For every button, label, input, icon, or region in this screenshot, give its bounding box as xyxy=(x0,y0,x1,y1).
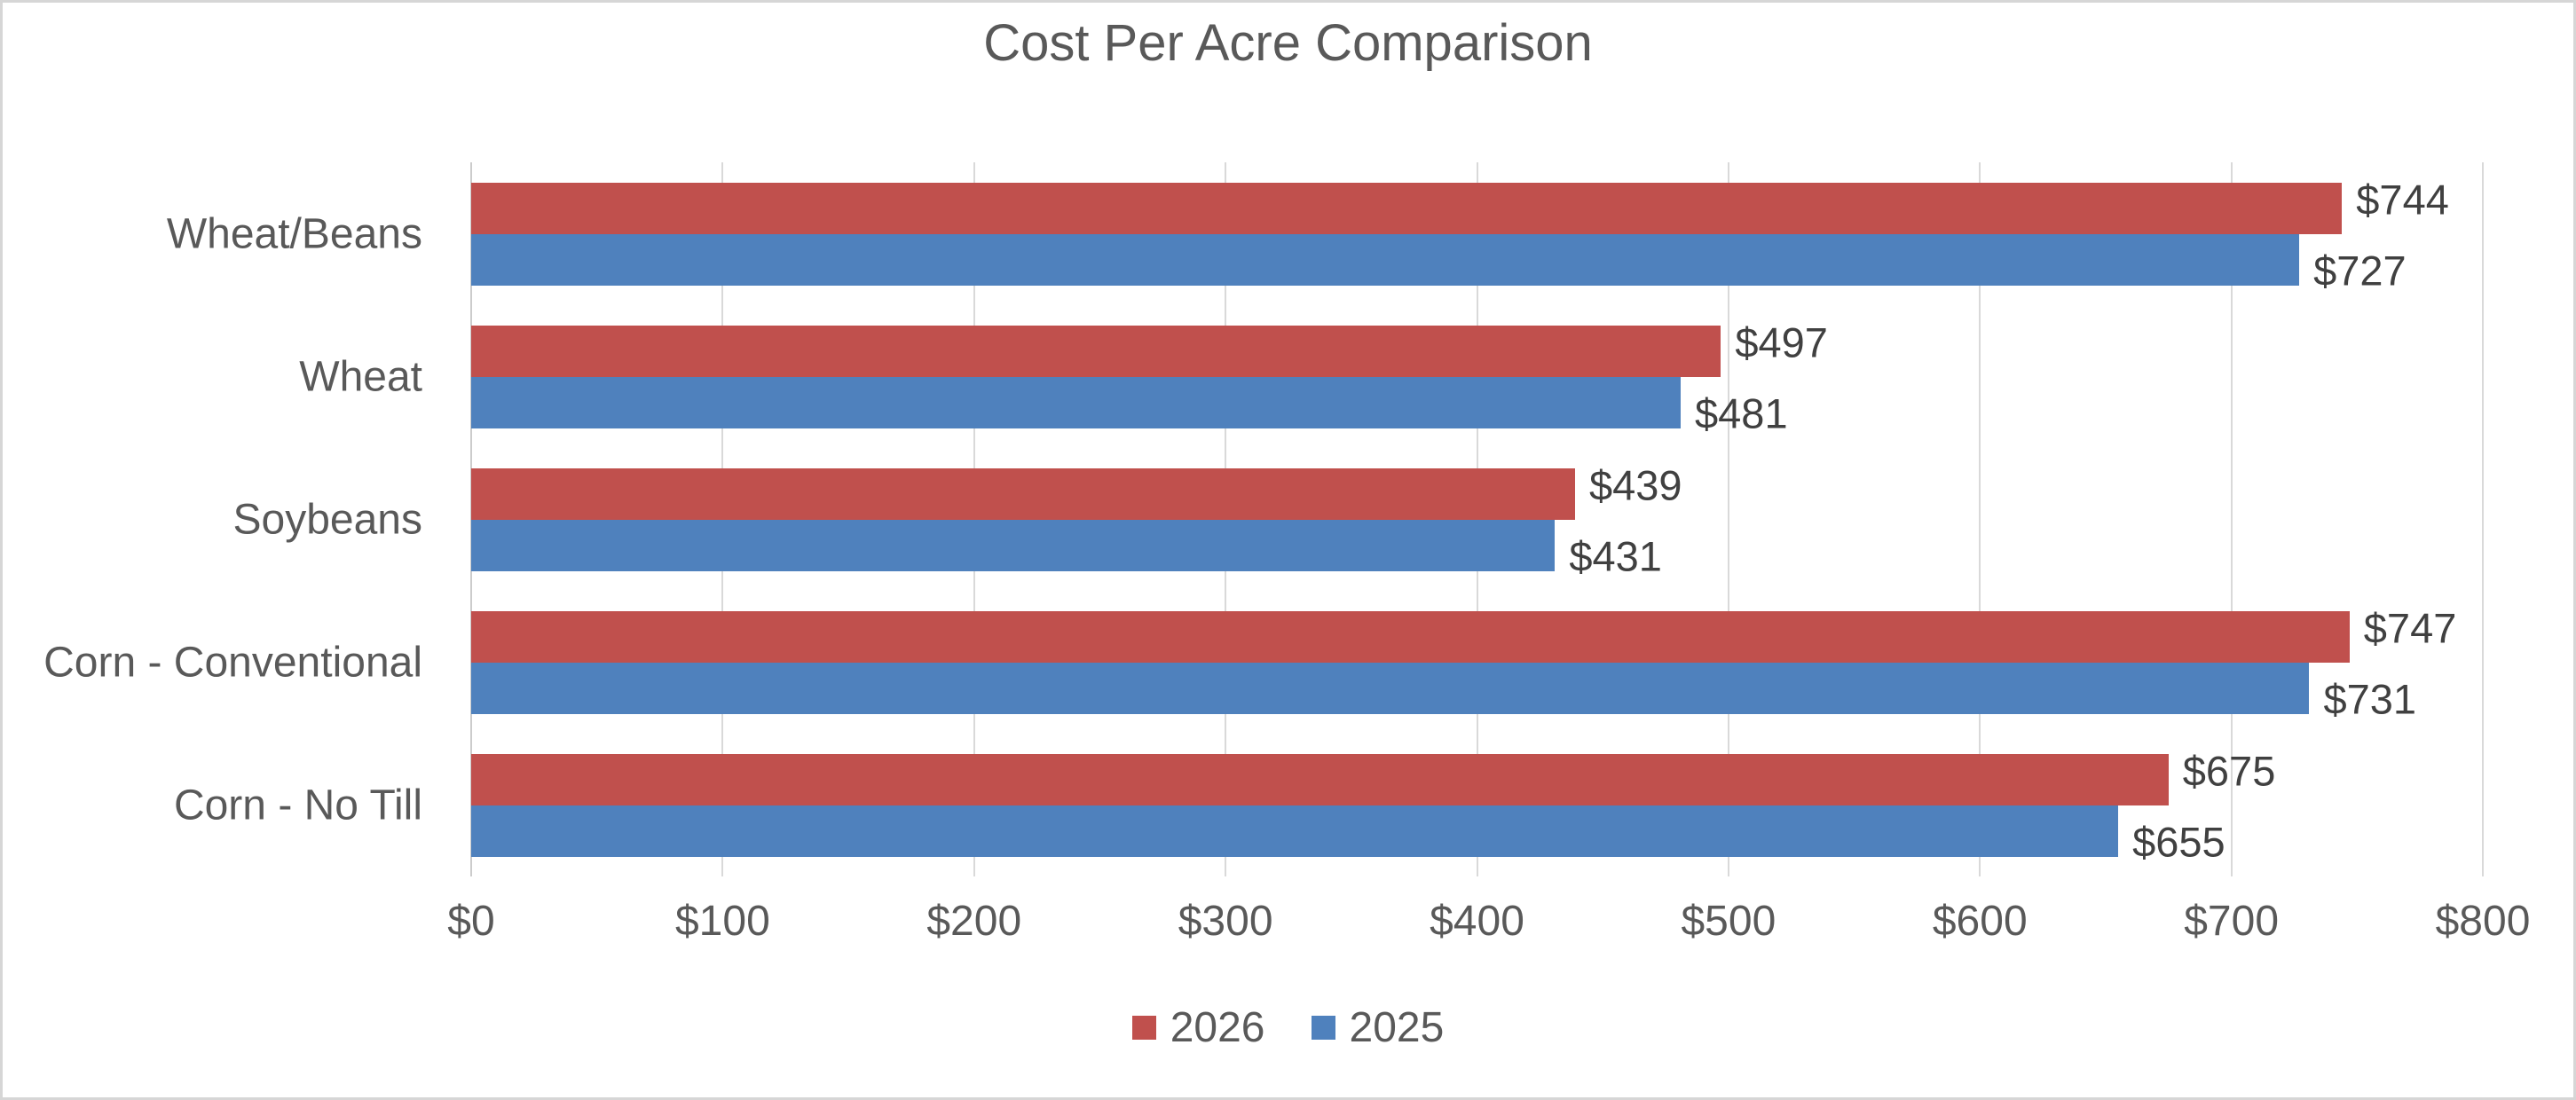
data-label: $439 xyxy=(1589,461,1682,508)
gridline xyxy=(1979,162,1981,876)
category-row: Corn - Conventional $747 $731 xyxy=(43,591,2483,734)
data-label: $655 xyxy=(2132,818,2225,865)
x-tick-label: $500 xyxy=(1681,898,1776,945)
data-label: $727 xyxy=(2313,247,2407,294)
bar-track: $731 xyxy=(471,662,2483,722)
x-tick-label: $400 xyxy=(1430,898,1524,945)
bar-track: $744 xyxy=(471,176,2483,234)
category-row: Wheat/Beans $744 $727 xyxy=(167,162,2483,305)
bar-group: $744 $727 xyxy=(471,176,2483,294)
bar-2025-corn-conventional xyxy=(471,662,2310,714)
bar-2025-wheat xyxy=(471,376,1682,428)
x-tick-label: $0 xyxy=(447,898,495,945)
bar-group: $439 $431 xyxy=(471,461,2483,579)
bar-track: $497 xyxy=(471,318,2483,377)
legend-label: 2025 xyxy=(1349,1004,1445,1051)
bar-2025-corn-no-till xyxy=(471,805,2119,857)
bar-track: $481 xyxy=(471,376,2483,436)
category-label: Wheat xyxy=(299,353,422,400)
bar-group: $675 $655 xyxy=(471,747,2483,865)
bar-group: $497 $481 xyxy=(471,318,2483,436)
x-tick-label: $300 xyxy=(1178,898,1273,945)
bar-group: $747 $731 xyxy=(471,604,2483,722)
x-tick-label: $200 xyxy=(926,898,1022,945)
bar-track: $747 xyxy=(471,604,2483,663)
value-axis: $0 $100 $200 $300 $400 $500 $600 $700 $800 xyxy=(447,897,2530,959)
bar-rows: Wheat/Beans $744 $727 Wheat $497 $481 Soybeans… xyxy=(43,162,2483,876)
bar-track: $675 xyxy=(471,747,2483,805)
x-tick-label: $700 xyxy=(2184,898,2280,945)
data-label: $481 xyxy=(1695,389,1788,436)
bar-track: $439 xyxy=(471,461,2483,520)
data-label: $747 xyxy=(2363,604,2457,651)
category-row: Wheat $497 $481 xyxy=(299,305,2483,448)
plot-area: Wheat/Beans $744 $727 Wheat $497 $481 Soybeans… xyxy=(43,162,2484,876)
data-label: $497 xyxy=(1735,318,1828,365)
bar-2025-wheat-beans xyxy=(471,233,2300,286)
bar-track: $655 xyxy=(471,805,2483,865)
data-label: $731 xyxy=(2323,675,2417,722)
data-label: $744 xyxy=(2356,176,2449,223)
x-tick-label: $600 xyxy=(1932,898,2028,945)
x-tick-label: $800 xyxy=(2435,898,2531,945)
data-label: $431 xyxy=(1569,532,1662,579)
gridline xyxy=(1727,162,1729,876)
legend: 2026 2025 xyxy=(3,1003,2573,1052)
legend-swatch-icon xyxy=(1131,1016,1156,1040)
bar-2026-wheat-beans xyxy=(471,182,2343,234)
legend-label: 2026 xyxy=(1170,1004,1265,1051)
category-row: Corn - No Till $675 $655 xyxy=(174,734,2483,876)
category-label: Soybeans xyxy=(232,496,423,543)
bar-2026-corn-no-till xyxy=(471,753,2169,805)
chart-title: Cost Per Acre Comparison xyxy=(983,14,1593,72)
legend-item-2026: 2026 xyxy=(1131,1003,1265,1052)
bar-track: $431 xyxy=(471,519,2483,579)
category-label: Corn - Conventional xyxy=(43,639,422,686)
bar-2025-soybeans xyxy=(471,519,1556,571)
x-tick-label: $100 xyxy=(674,898,770,945)
bar-2026-wheat xyxy=(471,325,1721,377)
bar-track: $727 xyxy=(471,233,2483,294)
category-label: Corn - No Till xyxy=(173,782,422,829)
legend-swatch-icon xyxy=(1311,1016,1335,1040)
legend-item-2025: 2025 xyxy=(1311,1003,1445,1052)
category-row: Soybeans $439 $431 xyxy=(233,448,2483,591)
data-label: $675 xyxy=(2182,747,2276,794)
gridline xyxy=(2482,162,2484,876)
bar-2026-corn-conventional xyxy=(471,610,2350,663)
gridline xyxy=(2230,162,2233,876)
bar-2026-soybeans xyxy=(471,468,1576,520)
category-label: Wheat/Beans xyxy=(166,210,422,257)
